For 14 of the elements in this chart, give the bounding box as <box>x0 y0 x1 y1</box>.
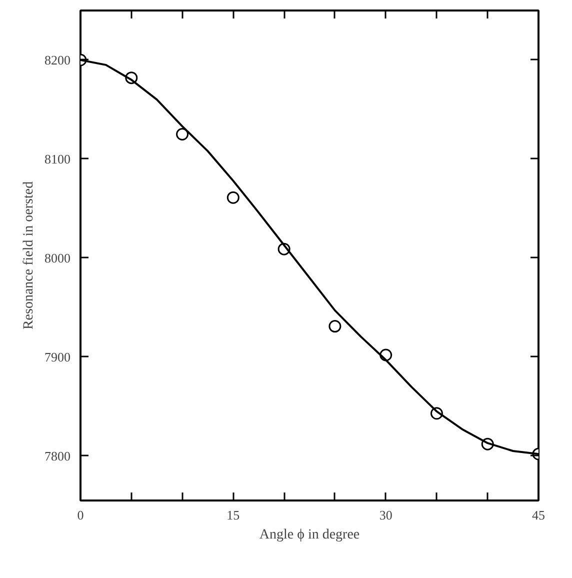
y-tick-label: 8000 <box>44 250 70 266</box>
point <box>176 128 189 140</box>
y-tick-label: 8100 <box>44 151 70 166</box>
y-axis-title: Resonance field in oersted <box>22 181 36 330</box>
y-tick-label: 8200 <box>44 52 70 68</box>
x-tick-label: 15 <box>226 508 240 522</box>
y-tick-label: 7800 <box>44 448 70 464</box>
point <box>328 320 342 333</box>
x-tick-label: 45 <box>532 508 545 522</box>
y-tick-label: 7900 <box>44 349 70 364</box>
point <box>226 191 240 204</box>
x-tick-label: 30 <box>379 508 392 522</box>
x-tick-label: 0 <box>77 508 84 522</box>
x-axis-title: Angle ϕ in degree <box>259 528 360 542</box>
